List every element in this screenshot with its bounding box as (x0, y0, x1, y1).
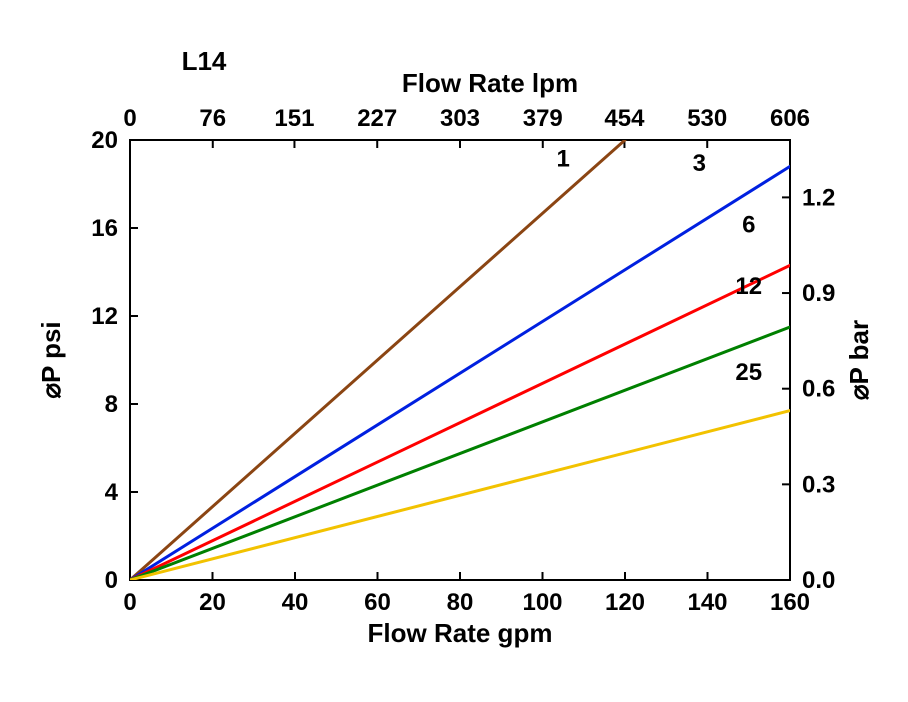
y-right-tick: 0.3 (802, 471, 835, 498)
y-left-tick: 4 (105, 479, 119, 506)
x-top-tick: 0 (123, 105, 136, 132)
x-top-tick: 606 (770, 105, 810, 132)
x-top-tick: 303 (440, 105, 480, 132)
y-left-tick: 8 (105, 391, 118, 418)
series-label-3: 3 (693, 150, 706, 177)
series-label-12: 12 (735, 273, 762, 300)
series-label-6: 6 (742, 211, 755, 238)
x-top-tick: 227 (357, 105, 397, 132)
y-left-tick: 0 (105, 567, 118, 594)
y-left-tick: 16 (91, 215, 118, 242)
x-top-tick: 76 (199, 105, 226, 132)
y-right-title: ⌀P bar (844, 320, 874, 400)
x-bottom-tick: 0 (123, 589, 136, 616)
pressure-drop-chart: 020406080100120140160Flow Rate gpm076151… (0, 0, 908, 702)
y-left-title: ⌀P psi (36, 321, 66, 398)
y-right-tick: 1.2 (802, 184, 835, 211)
x-bottom-tick: 60 (364, 589, 391, 616)
x-bottom-tick: 80 (447, 589, 474, 616)
x-top-title: Flow Rate lpm (402, 68, 578, 98)
x-bottom-tick: 100 (522, 589, 562, 616)
x-bottom-tick: 20 (199, 589, 226, 616)
x-bottom-tick: 140 (687, 589, 727, 616)
x-top-tick: 151 (274, 105, 314, 132)
x-bottom-tick: 40 (282, 589, 309, 616)
y-left-tick: 12 (91, 303, 118, 330)
y-right-tick: 0.6 (802, 376, 835, 403)
y-right-tick: 0.9 (802, 280, 835, 307)
x-top-tick: 379 (523, 105, 563, 132)
y-right-tick: 0.0 (802, 567, 835, 594)
y-left-tick: 20 (91, 127, 118, 154)
corner-label: L14 (182, 46, 227, 76)
series-label-25: 25 (735, 359, 762, 386)
series-label-1: 1 (556, 145, 569, 172)
x-top-tick: 530 (687, 105, 727, 132)
x-bottom-tick: 120 (605, 589, 645, 616)
x-top-tick: 454 (604, 105, 645, 132)
x-bottom-title: Flow Rate gpm (368, 618, 553, 648)
